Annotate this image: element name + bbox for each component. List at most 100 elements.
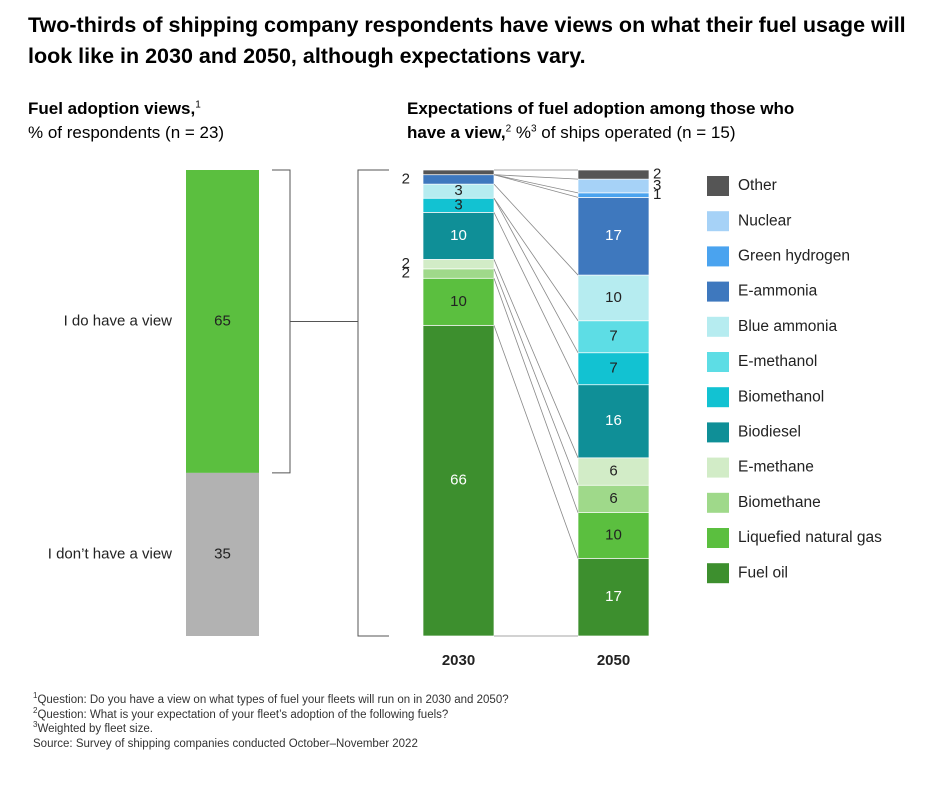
legend-label-biodiesel: Biodiesel <box>738 423 801 440</box>
legend-label-biomethanol: Biomethanol <box>738 388 824 405</box>
bar-2050-biomethane <box>577 484 650 513</box>
right-panel-subtitle: Expectations of fuel adoption among thos… <box>407 97 794 145</box>
legend-label-biomethane: Biomethane <box>738 494 821 511</box>
right-subtitle-ref-2: 2 <box>505 123 512 135</box>
bar-2050-liquefied-natural-gas <box>577 512 650 559</box>
data-label-2050-biodiesel: 16 <box>605 412 622 429</box>
footnote-3: 3Weighted by fleet size. <box>33 720 509 737</box>
left-bar-i-don-t-have-a-view <box>186 472 259 636</box>
footnote-1-text: Question: Do you have a view on what typ… <box>37 694 509 706</box>
left-subtitle-line1: Fuel adoption views, <box>28 99 196 118</box>
left-bar-value-i-don-t-have-a-view: 35 <box>214 545 231 562</box>
left-bracket <box>272 169 291 474</box>
legend-label-e-methanol: E-methanol <box>738 353 817 370</box>
legend-label-blue-ammonia: Blue ammonia <box>738 318 837 335</box>
legend-label-nuclear: Nuclear <box>738 212 791 229</box>
bar-2050-green-hydrogen <box>577 192 650 198</box>
left-bar-value-i-do-have-a-view: 65 <box>214 312 231 329</box>
chart-canvas: 65 I do have a view 35 I don’t have a view 6… <box>48 166 882 669</box>
data-label-2030-liquefied-natural-gas: 10 <box>450 293 467 310</box>
legend-swatch-blue-ammonia <box>707 316 729 337</box>
bar-2030-fuel-oil <box>422 324 495 637</box>
data-label-2050-liquefied-natural-gas: 10 <box>605 526 622 543</box>
footnote-3-marker: 3 <box>33 720 38 730</box>
data-label-2050-other: 2 <box>653 166 661 183</box>
footnote-3-text: Weighted by fleet size. <box>37 723 153 735</box>
legend-label-fuel-oil: Fuel oil <box>738 564 788 581</box>
bar-2050-e-ammonia <box>577 197 650 276</box>
right-subtitle-line1: Expectations of fuel adoption among thos… <box>407 99 795 118</box>
footnote-2-marker: 2 <box>33 705 38 715</box>
footnote-1-marker: 1 <box>33 691 38 701</box>
legend-swatch-other <box>707 176 729 196</box>
x-tick-label-2050: 2050 <box>597 652 630 669</box>
bar-2030-e-methane <box>422 259 495 270</box>
data-label-2030-e-ammonia: 2 <box>402 170 410 187</box>
data-label-2050-green-hydrogen: 1 <box>653 186 661 203</box>
right-subtitle-bold: have a view, <box>407 123 506 142</box>
x-tick-label-2030: 2030 <box>442 652 475 669</box>
connector-nuclear <box>493 174 579 180</box>
data-label-2030-biodiesel: 10 <box>450 227 467 244</box>
left-panel-subtitle: Fuel adoption views,1 % of respondents (… <box>28 97 224 145</box>
bar-2030-biomethane <box>422 268 495 279</box>
data-label-2050-biomethane: 6 <box>609 490 617 507</box>
right-subtitle-pct: % <box>511 123 532 142</box>
right-subtitle-rest: of ships operated (n = 15) <box>536 123 736 142</box>
data-label-2050-e-ammonia: 17 <box>605 227 622 244</box>
legend-swatch-biomethane <box>707 492 729 513</box>
legend-label-e-ammonia: E-ammonia <box>738 283 818 300</box>
legend-swatch-biodiesel <box>707 422 729 443</box>
right-bracket <box>357 169 389 637</box>
connector-biomethanol <box>493 198 579 353</box>
data-label-2030-blue-ammonia: 3 <box>454 182 462 199</box>
data-label-2050-fuel-oil: 17 <box>605 588 622 605</box>
data-label-2050-e-methane: 6 <box>609 462 617 479</box>
legend-label-liquefied-natural-gas: Liquefied natural gas <box>738 529 882 546</box>
connector-e-ammonia <box>493 174 579 198</box>
data-label-2030-fuel-oil: 66 <box>450 472 467 489</box>
bar-2030-liquefied-natural-gas <box>422 277 495 326</box>
bar-2030-other <box>422 169 495 176</box>
legend-swatch-e-methanol <box>707 352 729 372</box>
connector-e-methane <box>493 259 579 458</box>
connector-green-hydrogen <box>493 174 579 194</box>
left-category-label-i-do-have-a-view: I do have a view <box>64 312 173 329</box>
data-label-2050-biomethanol: 7 <box>609 360 617 377</box>
left-category-label-i-don-t-have-a-view: I don’t have a view <box>48 545 172 562</box>
footnote-2-text: Question: What is your expectation of yo… <box>37 708 449 721</box>
legend-swatch-e-ammonia <box>707 281 729 302</box>
legend-swatch-fuel-oil <box>707 563 729 584</box>
bar-2050-other <box>577 169 650 180</box>
footnote-1: 1Question: Do you have a view on what ty… <box>33 691 509 708</box>
data-label-2030-e-methane: 2 <box>402 255 410 272</box>
legend-swatch-green-hydrogen <box>707 246 729 267</box>
data-label-2030-biomethane: 2 <box>402 265 410 282</box>
footnotes: 1Question: Do you have a view on what ty… <box>33 691 509 751</box>
bar-2050-blue-ammonia <box>577 274 650 322</box>
legend-swatch-liquefied-natural-gas <box>707 528 729 548</box>
legend-swatch-nuclear <box>707 211 729 232</box>
connector-biomethane <box>493 268 579 486</box>
legend-swatch-e-methane <box>707 457 729 478</box>
bar-2050-nuclear <box>577 178 650 194</box>
source-note: Source: Survey of shipping companies con… <box>33 737 418 750</box>
legend-label-green-hydrogen: Green hydrogen <box>738 247 850 264</box>
footnote-2: 2Question: What is your expectation of y… <box>33 705 509 723</box>
bar-2050-e-methane <box>577 457 650 486</box>
legend-label-e-methane: E-methane <box>738 459 814 476</box>
legend-swatch-biomethanol <box>707 387 729 408</box>
connector-biodiesel <box>493 212 579 385</box>
connector-blue-ammonia <box>493 183 579 276</box>
connector-liquefied-natural-gas <box>493 278 579 513</box>
legend-label-other: Other <box>738 177 777 194</box>
right-subtitle-ref-3: 3 <box>531 123 537 135</box>
bar-2050-fuel-oil <box>577 557 650 637</box>
left-subtitle-line2: % of respondents (n = 23) <box>28 123 225 142</box>
data-label-2050-blue-ammonia: 10 <box>605 289 622 306</box>
data-label-2050-nuclear: 3 <box>653 177 661 194</box>
connector-fuel-oil <box>493 325 579 559</box>
connector-e-methanol <box>493 198 579 321</box>
data-label-2050-e-methanol: 7 <box>609 328 617 345</box>
chart-title: Two-thirds of shipping company responden… <box>28 13 906 68</box>
